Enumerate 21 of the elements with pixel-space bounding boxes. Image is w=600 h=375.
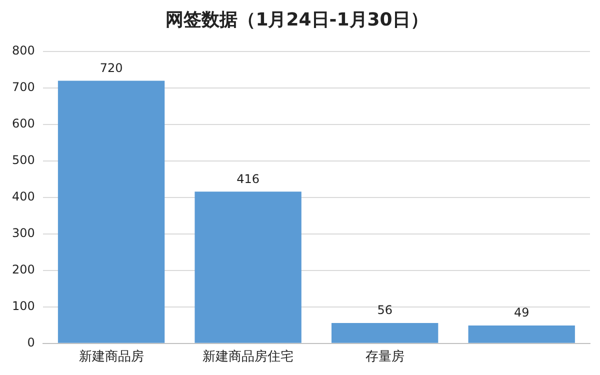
- bar: [332, 322, 438, 343]
- bar: [194, 192, 302, 343]
- y-tick-label: 700: [12, 80, 35, 94]
- data-label: 49: [514, 306, 530, 320]
- y-tick-label: 500: [12, 153, 35, 168]
- y-tick-label: 600: [12, 116, 35, 131]
- y-tick-label: 300: [12, 226, 35, 240]
- bar: [468, 326, 575, 343]
- y-tick-label: 100: [12, 299, 35, 314]
- data-label: 56: [377, 303, 392, 318]
- chart-title: 网签数据（1月24日-1月30日）: [166, 9, 428, 30]
- y-tick-label: 200: [12, 262, 35, 277]
- data-label: 416: [236, 172, 260, 186]
- bar: [58, 80, 165, 343]
- y-tick-label: 0: [27, 336, 35, 350]
- x-tick-label: 存量房: [365, 348, 404, 365]
- x-tick-label: 新建商品房住宅: [202, 348, 294, 365]
- y-tick-label: 400: [12, 190, 35, 204]
- y-tick-label: 800: [12, 44, 35, 58]
- x-tick-label: 新建商品房: [78, 348, 144, 365]
- data-label: 720: [100, 60, 123, 75]
